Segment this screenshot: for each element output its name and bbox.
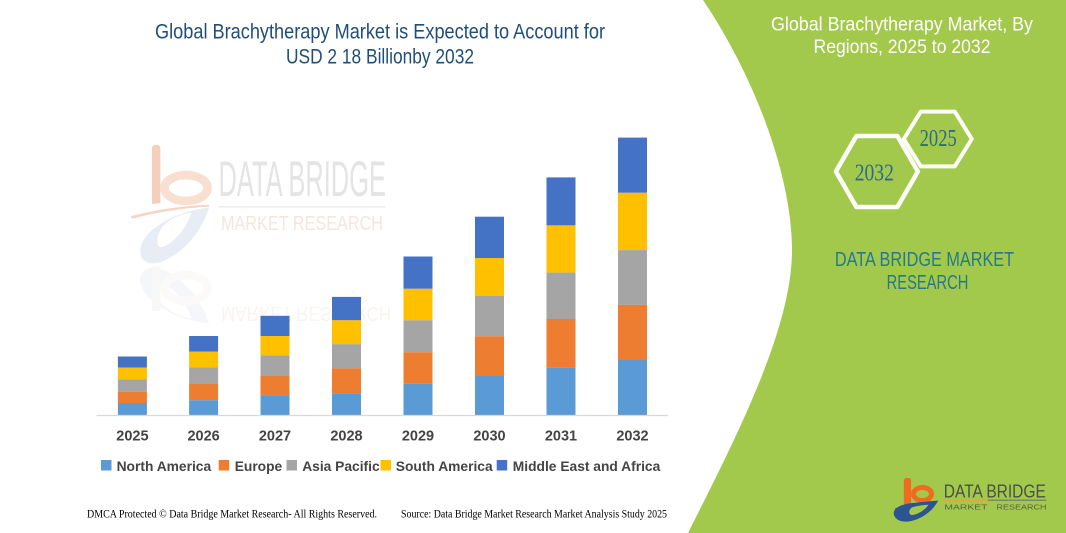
svg-text:USD 2 18 Billionby 2032: USD 2 18 Billionby 2032 [286, 44, 474, 68]
svg-text:2025: 2025 [920, 126, 957, 152]
svg-text:Global Brachytherapy Market, B: Global Brachytherapy Market, By [771, 14, 1033, 35]
svg-text:North America: North America [117, 459, 212, 474]
svg-text:DATA BRIDGE: DATA BRIDGE [944, 480, 1046, 501]
svg-text:2028: 2028 [330, 429, 362, 445]
svg-text:Asia Pacific: Asia Pacific [302, 459, 380, 474]
svg-text:2025: 2025 [116, 429, 148, 445]
svg-text:2027: 2027 [259, 429, 291, 445]
svg-text:DMCA Protected © Data Bridge M: DMCA Protected © Data Bridge Market Rese… [87, 509, 377, 521]
svg-text:Source: Data Bridge Market Res: Source: Data Bridge Market Research Mark… [401, 509, 667, 521]
svg-text:Global Brachytherapy Market is: Global Brachytherapy Market is Expected … [155, 19, 605, 43]
svg-text:DATA BRIDGE: DATA BRIDGE [219, 151, 387, 207]
svg-text:Europe: Europe [235, 459, 283, 474]
svg-text:2032: 2032 [855, 160, 894, 186]
svg-text:2031: 2031 [545, 429, 577, 445]
svg-text:Middle East and Africa: Middle East and Africa [513, 459, 661, 474]
svg-text:South America: South America [396, 459, 493, 474]
svg-text:2030: 2030 [473, 429, 505, 445]
svg-text:MARKET: MARKET [944, 505, 988, 512]
svg-text:RESEARCH: RESEARCH [887, 272, 969, 294]
svg-text:2029: 2029 [402, 429, 434, 445]
svg-text:MARKET RESEARCH: MARKET RESEARCH [221, 302, 391, 324]
svg-text:2032: 2032 [616, 429, 648, 445]
svg-text:Regions, 2025 to 2032: Regions, 2025 to 2032 [814, 37, 991, 58]
svg-text:2026: 2026 [187, 429, 219, 445]
svg-text:MARKET RESEARCH: MARKET RESEARCH [221, 213, 383, 235]
svg-text:DATA BRIDGE MARKET: DATA BRIDGE MARKET [835, 249, 1014, 271]
svg-text:RESEARCH: RESEARCH [997, 505, 1047, 512]
